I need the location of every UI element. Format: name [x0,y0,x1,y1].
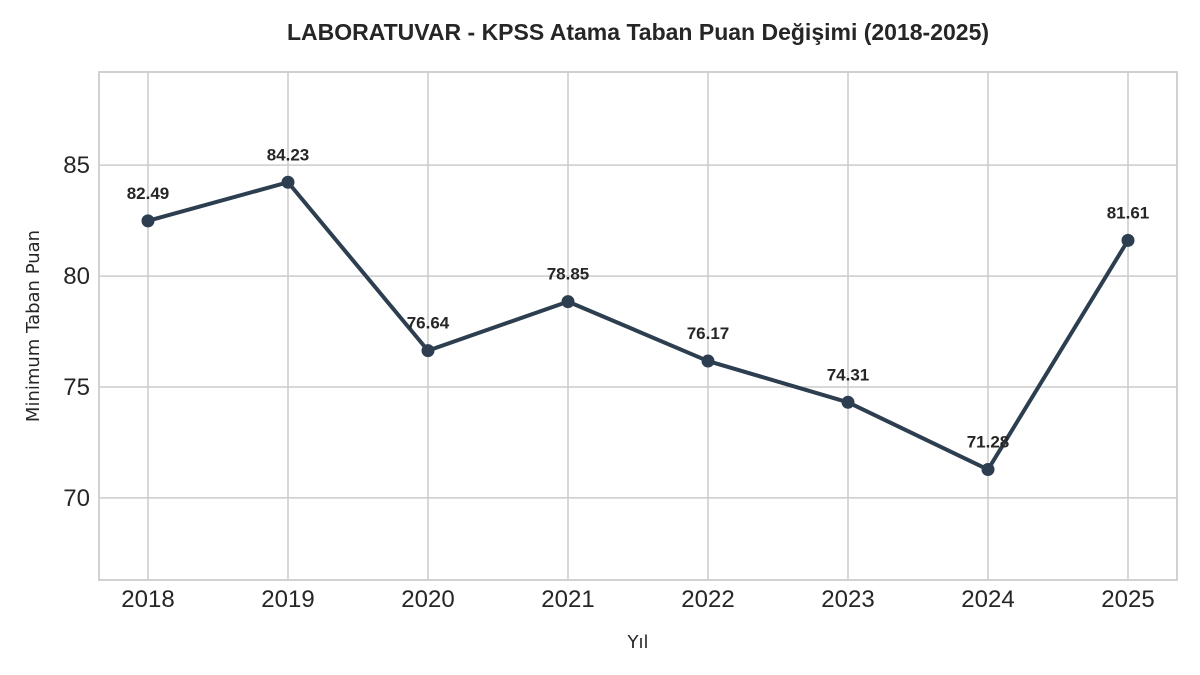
data-label: 81.61 [1107,203,1150,222]
x-axis-label: Yıl [627,632,649,653]
x-tick-label: 2021 [541,586,594,613]
data-point [981,463,995,477]
data-point [141,214,155,228]
y-tick-label: 85 [63,152,90,179]
data-label: 74.31 [827,365,870,384]
grid-lines [99,72,1177,580]
chart-title: LABORATUVAR - KPSS Atama Taban Puan Deği… [287,19,989,45]
data-label: 71.28 [967,433,1010,452]
y-tick-label: 80 [63,263,90,290]
data-point [701,354,715,368]
x-tick-label: 2018 [121,586,174,613]
data-label: 84.23 [267,145,310,164]
x-tick-label: 2024 [961,586,1014,613]
data-series: 82.49 84.23 76.64 78.85 76.17 74.31 71.28 81.61 [127,145,1150,477]
data-point [421,344,435,358]
x-tick-label: 2022 [681,586,734,613]
x-tick-label: 2025 [1101,586,1154,613]
y-tick-label: 75 [63,374,90,401]
data-label: 76.17 [687,324,730,343]
x-tick-label: 2019 [261,586,314,613]
data-point [561,295,575,309]
data-label: 76.64 [407,314,450,333]
x-tick-label: 2020 [401,586,454,613]
series-line [146,180,1130,472]
data-point [841,395,855,409]
x-tick-label: 2023 [821,586,874,613]
data-label: 78.85 [547,265,590,284]
data-label: 82.49 [127,184,170,203]
data-point [281,175,295,189]
y-tick-label: 70 [63,485,90,512]
y-axis-label: Minimum Taban Puan [23,230,44,422]
axis-ticks: 2018 2019 2020 2021 2022 2023 2024 2025 70 75 80 85 [63,152,1154,613]
data-point [1121,233,1135,247]
plot-area-frame [98,71,1178,581]
